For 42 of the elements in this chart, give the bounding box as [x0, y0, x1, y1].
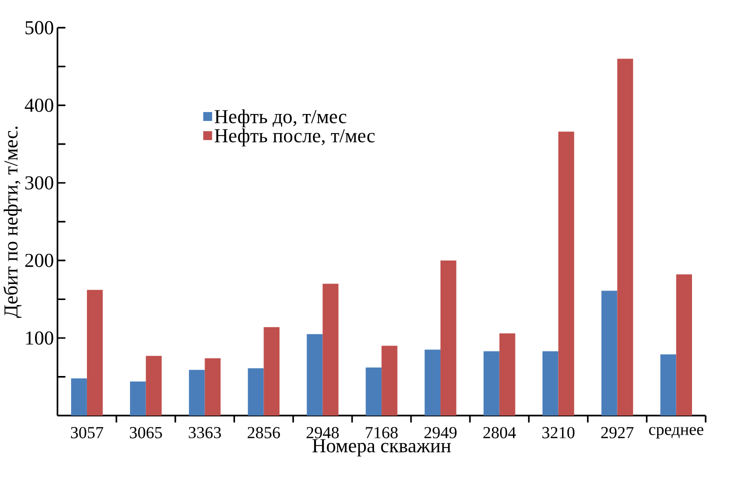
bar — [558, 132, 574, 416]
bar — [617, 58, 634, 416]
bar — [382, 346, 398, 416]
legend-label: Нефть до, т/мес — [214, 109, 346, 128]
bar — [188, 370, 205, 416]
bar — [306, 334, 323, 416]
x-tick-label: среднее — [649, 427, 704, 438]
bar — [440, 260, 456, 416]
bar — [601, 290, 618, 416]
bar — [322, 284, 338, 416]
x-tick-label: 2949 — [424, 427, 457, 438]
x-tick-label: 2927 — [601, 427, 634, 438]
x-tick-label: 2948 — [306, 427, 339, 438]
x-tick-label: 2856 — [248, 427, 280, 438]
x-tick-label: 3210 — [542, 427, 574, 438]
y-tick-label: 300 — [25, 176, 54, 190]
x-tick-label: 3057 — [70, 427, 104, 438]
y-axis-title: Дебит по нефти, т/мес. — [3, 126, 22, 318]
x-tick-label: 3363 — [188, 427, 221, 438]
x-tick-label: 3065 — [130, 427, 162, 438]
bar — [542, 351, 558, 416]
bar — [86, 290, 103, 416]
x-tick-label: 7168 — [366, 427, 398, 438]
bar — [499, 333, 516, 416]
bar — [660, 354, 676, 416]
bar — [130, 381, 146, 416]
bar — [248, 368, 264, 416]
y-tick-label: 500 — [26, 21, 54, 34]
y-tick-label: 400 — [24, 98, 54, 112]
x-tick-label: 2804 — [483, 427, 516, 438]
bar — [71, 378, 87, 416]
bar — [146, 356, 162, 416]
bar — [366, 368, 382, 416]
bar — [424, 350, 440, 416]
legend-label: Нефть после, т/мес — [214, 128, 375, 146]
y-tick-label: 200 — [25, 254, 54, 268]
bar — [264, 327, 280, 416]
x-axis-title: Номера скважин — [312, 439, 451, 456]
bar — [484, 351, 500, 416]
bar — [204, 358, 221, 416]
bar — [676, 274, 692, 416]
y-tick-label: 100 — [26, 331, 54, 345]
